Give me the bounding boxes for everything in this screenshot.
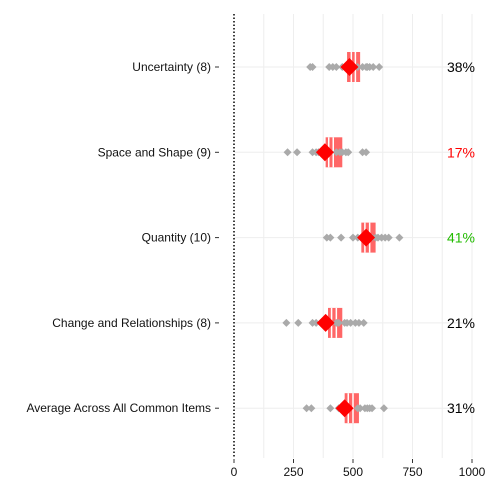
category-label-3: Change and Relationships (8) — [52, 316, 211, 330]
category-layer: Uncertainty (8) 38% Space and Shape (9) 17%… — [26, 52, 475, 424]
data-point-2-12 — [384, 233, 393, 242]
data-point-2-3 — [349, 233, 357, 242]
category-label-4: Average Across All Common Items — [26, 401, 211, 415]
mean-marker-3 — [316, 313, 335, 332]
data-point-3-8 — [334, 318, 343, 327]
data-point-1-1 — [293, 148, 302, 157]
data-point-4-7 — [356, 404, 365, 413]
category-label-0: Uncertainty (8) — [132, 60, 211, 74]
data-point-3-0 — [282, 318, 291, 327]
category-row-2: Quantity (10) 41% — [142, 222, 475, 253]
category-row-0: Uncertainty (8) 38% — [132, 52, 475, 82]
data-point-4-2 — [326, 404, 335, 413]
mean-marker-0 — [340, 58, 359, 76]
category-label-1: Space and Shape (9) — [98, 145, 211, 159]
x-tick-label-4: 1000 — [459, 465, 486, 479]
data-point-0-14 — [375, 63, 384, 71]
data-point-0-1 — [308, 63, 317, 71]
data-point-2-13 — [395, 233, 404, 242]
pct-label-2: 41% — [447, 230, 475, 246]
category-row-1: Space and Shape (9) 17% — [98, 137, 475, 168]
data-point-4-11 — [368, 404, 377, 413]
data-point-2-2 — [337, 233, 346, 242]
category-row-3: Change and Relationships (8) 21% — [52, 307, 475, 338]
mean-marker-2 — [357, 228, 376, 247]
x-tick-label-1: 250 — [283, 465, 303, 479]
data-point-4-0 — [302, 404, 311, 413]
data-point-4-1 — [307, 404, 316, 413]
x-tick-label-0: 0 — [231, 465, 238, 479]
data-point-3-14 — [359, 318, 368, 327]
pct-label-4: 31% — [447, 400, 475, 416]
data-point-4-12 — [379, 404, 388, 413]
data-point-0-13 — [369, 63, 378, 71]
x-tick-label-2: 500 — [343, 465, 363, 479]
data-point-1-0 — [283, 148, 292, 157]
pct-label-3: 21% — [447, 315, 475, 331]
pct-label-0: 38% — [447, 59, 475, 75]
category-row-4: Average Across All Common Items 31% — [26, 393, 475, 424]
pct-label-1: 17% — [447, 144, 475, 160]
category-label-2: Quantity (10) — [142, 231, 211, 245]
data-point-2-1 — [326, 233, 335, 242]
mean-marker-4 — [335, 399, 354, 418]
data-point-0-4 — [332, 63, 341, 71]
data-point-1-11 — [344, 148, 353, 157]
data-point-3-3 — [312, 318, 321, 327]
data-point-1-13 — [362, 148, 371, 157]
tick-layer: 0 250 500 750 1000 — [231, 459, 486, 479]
mean-marker-1 — [315, 143, 334, 162]
data-point-3-13 — [354, 318, 363, 327]
x-tick-label-3: 750 — [402, 465, 422, 479]
data-point-3-11 — [346, 318, 355, 327]
data-point-3-1 — [294, 318, 303, 327]
